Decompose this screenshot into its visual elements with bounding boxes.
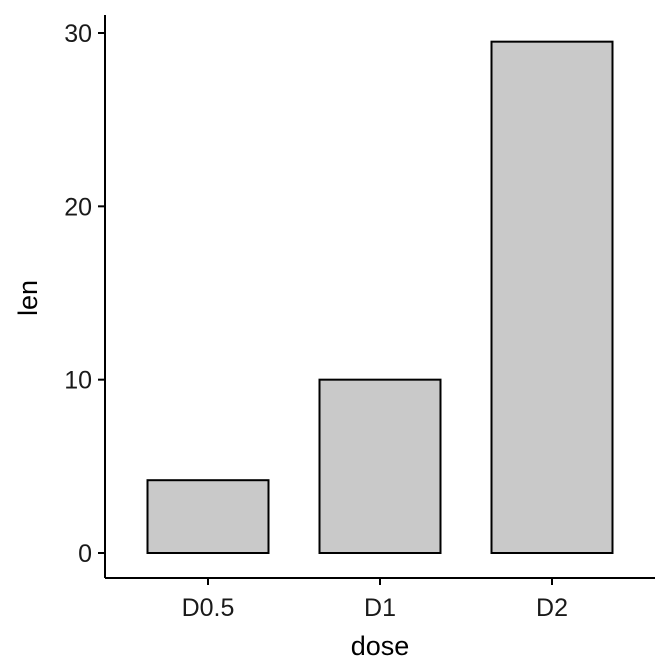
bars-group — [146, 40, 614, 555]
x-axis-title: dose — [351, 631, 410, 661]
y-axis-ticks: 0 10 20 30 — [64, 20, 105, 568]
x-axis-ticks: D0.5 D1 D2 — [182, 578, 568, 622]
y-tick-label: 10 — [64, 367, 92, 395]
y-tick-label: 30 — [64, 20, 92, 48]
y-tick-label: 20 — [64, 193, 92, 221]
bar-d0-5 — [146, 479, 270, 555]
x-tick-label: D1 — [364, 594, 396, 622]
y-axis-title: len — [13, 280, 43, 316]
bar-d1 — [318, 378, 442, 554]
x-tick-label: D0.5 — [182, 594, 235, 622]
bar-d2 — [490, 40, 614, 555]
y-tick-label: 0 — [78, 540, 92, 568]
x-tick-label: D2 — [536, 594, 568, 622]
